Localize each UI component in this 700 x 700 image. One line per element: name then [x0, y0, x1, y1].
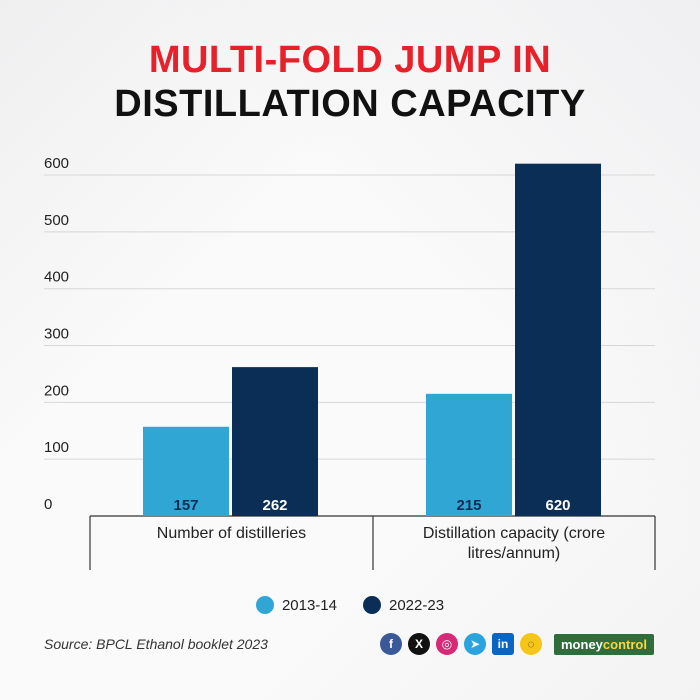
title-line-1: MULTI-FOLD JUMP IN: [148, 39, 552, 81]
y-tick-label-300: 300: [44, 326, 69, 343]
y-tick-label-400: 400: [44, 269, 69, 286]
y-tick-label-600: 600: [44, 155, 69, 172]
source-note: Source: BPCL Ethanol booklet 2023: [44, 636, 268, 652]
brand-control: control: [602, 636, 647, 652]
data-label-2022-23-1: 620: [545, 497, 570, 514]
bar-2022-23-1: [515, 163, 601, 516]
legend-label-2013-14: 2013-14: [281, 596, 337, 614]
bar-2022-23-0: [232, 367, 318, 516]
title-line-2: DISTILLATION CAPACITY: [114, 83, 586, 125]
category-label-0-line-0: Number of distilleries: [157, 525, 306, 542]
legend-item-2022-23: 2022-23: [363, 596, 444, 614]
legend-label-2022-23: 2022-23: [389, 596, 445, 614]
y-tick-label-0: 0: [44, 496, 52, 513]
legend: 2013-14 2022-23: [0, 596, 700, 614]
bar-2013-14-0: [143, 426, 229, 516]
chart-title: MULTI-FOLD JUMP IN DISTILLATION CAPACITY: [0, 38, 700, 126]
moneycontrol-logo: money control: [554, 633, 654, 655]
telegram-icon[interactable]: ➤: [464, 633, 486, 655]
y-tick-label-500: 500: [44, 212, 69, 229]
instagram-icon[interactable]: ◎: [436, 633, 458, 655]
legend-swatch-2013-14: [255, 596, 274, 614]
legend-item-2013-14: 2013-14: [255, 596, 337, 614]
facebook-icon[interactable]: f: [380, 633, 402, 655]
snapchat-icon[interactable]: ◌: [520, 633, 542, 655]
x-icon[interactable]: X: [408, 633, 430, 655]
y-tick-label-100: 100: [44, 439, 69, 456]
data-label-2013-14-0: 157: [173, 497, 198, 514]
data-label-2022-23-0: 262: [262, 497, 287, 514]
category-label-1-line-1: litres/annum): [468, 545, 560, 562]
category-label-1-line-0: Distillation capacity (crore: [423, 525, 605, 542]
y-tick-label-200: 200: [44, 382, 69, 399]
bar-2013-14-1: [426, 393, 512, 516]
social-icons: f X ◎ ➤ in ◌ money control: [380, 633, 654, 655]
brand-money: money: [561, 636, 603, 652]
linkedin-icon[interactable]: in: [492, 633, 514, 655]
data-label-2013-14-1: 215: [456, 497, 481, 514]
legend-swatch-2022-23: [363, 596, 381, 614]
